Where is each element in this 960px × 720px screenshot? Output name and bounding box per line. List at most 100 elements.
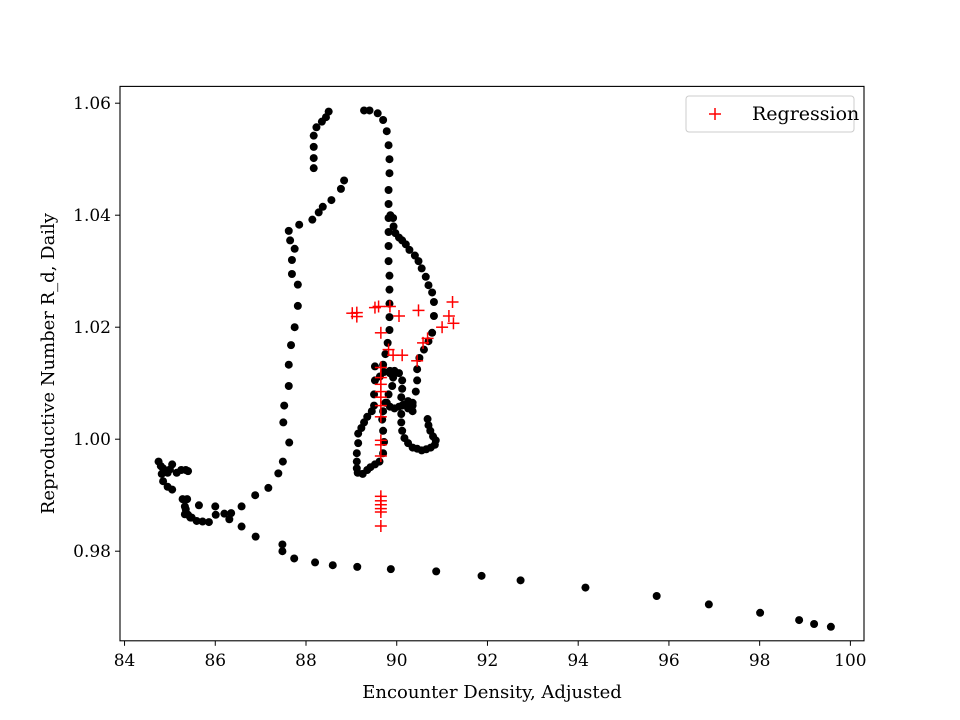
data-point: [385, 155, 394, 164]
data-point: [309, 164, 318, 173]
data-point: [370, 390, 379, 399]
data-point: [389, 214, 398, 222]
data-point: [516, 576, 525, 585]
data-point: [414, 257, 423, 266]
data-point: [411, 387, 420, 396]
data-point: [309, 142, 318, 151]
data-point: [287, 256, 296, 264]
data-point: [367, 407, 376, 416]
data-point: [168, 485, 177, 494]
data-point: [810, 620, 819, 628]
data-point: [194, 501, 203, 510]
regression-point: [350, 310, 363, 323]
x-tick-label: 86: [204, 651, 226, 671]
data-point: [384, 390, 393, 399]
data-point: [354, 439, 363, 448]
data-point: [290, 244, 299, 253]
data-point: [379, 116, 388, 124]
data-point: [385, 326, 394, 334]
legend-label-regression: Regression: [752, 103, 859, 125]
data-point: [581, 583, 590, 592]
data-point: [278, 547, 287, 556]
data-point: [432, 567, 441, 576]
x-axis-label: Encounter Density, Adjusted: [362, 682, 622, 703]
data-point: [290, 554, 299, 563]
data-point: [373, 109, 382, 118]
data-point: [398, 426, 407, 435]
data-point: [353, 562, 362, 571]
x-axis-ticks: 84 86 88 90 92 94 96 98 100: [114, 640, 867, 671]
x-tick-label: 100: [834, 651, 866, 671]
data-point: [309, 154, 318, 163]
data-point: [227, 509, 236, 518]
regression-point: [374, 399, 387, 412]
data-point: [198, 517, 207, 526]
data-point: [384, 186, 393, 194]
data-point: [237, 502, 246, 511]
data-point: [251, 532, 260, 541]
data-point: [382, 127, 391, 136]
data-point: [287, 270, 296, 278]
data-point: [397, 418, 406, 427]
data-point: [293, 280, 302, 289]
x-tick-label: 88: [295, 651, 317, 671]
data-point: [293, 301, 302, 310]
data-point: [279, 418, 288, 427]
data-point: [156, 462, 165, 471]
plot-frame: [119, 85, 865, 642]
data-point: [295, 220, 304, 229]
data-point: [428, 288, 437, 297]
data-point: [477, 571, 486, 580]
data-point: [704, 600, 713, 609]
data-point: [237, 522, 246, 531]
data-point: [398, 384, 407, 393]
regression-point: [372, 300, 385, 313]
data-point: [381, 350, 390, 359]
data-point: [408, 407, 417, 416]
data-point: [413, 376, 422, 385]
regression-point: [393, 310, 405, 322]
data-point: [424, 281, 433, 290]
data-point: [389, 222, 398, 231]
regression-point: [374, 520, 387, 532]
y-tick-label: 0.98: [73, 542, 111, 562]
data-point: [251, 491, 260, 500]
data-point: [318, 202, 327, 211]
x-tick-label: 96: [658, 651, 680, 671]
data-point: [370, 376, 379, 385]
data-point: [370, 362, 379, 371]
data-point: [280, 401, 289, 410]
regression-point: [383, 300, 396, 313]
data-point: [184, 467, 193, 476]
data-point: [419, 345, 428, 354]
data-point: [324, 107, 333, 116]
data-point: [384, 141, 393, 150]
data-point: [398, 376, 407, 385]
data-point: [385, 369, 394, 378]
data-point: [157, 469, 166, 478]
data-point: [385, 313, 394, 322]
regression-point: [447, 317, 460, 330]
data-point: [408, 401, 417, 410]
data-point: [285, 438, 294, 447]
y-axis-ticks: 0.98 1.00 1.02 1.04 1.06: [73, 94, 120, 562]
data-point: [336, 184, 345, 193]
data-point: [384, 257, 393, 266]
data-point: [287, 341, 296, 350]
regression-point: [417, 336, 430, 349]
data-point: [405, 245, 414, 254]
data-point: [340, 176, 349, 185]
data-point: [220, 509, 229, 518]
data-point: [284, 226, 293, 235]
data-point: [413, 365, 422, 374]
data-point: [286, 236, 295, 245]
data-point: [385, 271, 394, 280]
data-point: [284, 382, 293, 390]
data-point: [328, 561, 337, 570]
data-point: [375, 457, 384, 466]
data-point: [308, 215, 317, 224]
regression-point: [374, 506, 387, 518]
data-point: [385, 169, 394, 178]
data-point: [211, 510, 220, 519]
data-point: [225, 515, 234, 524]
